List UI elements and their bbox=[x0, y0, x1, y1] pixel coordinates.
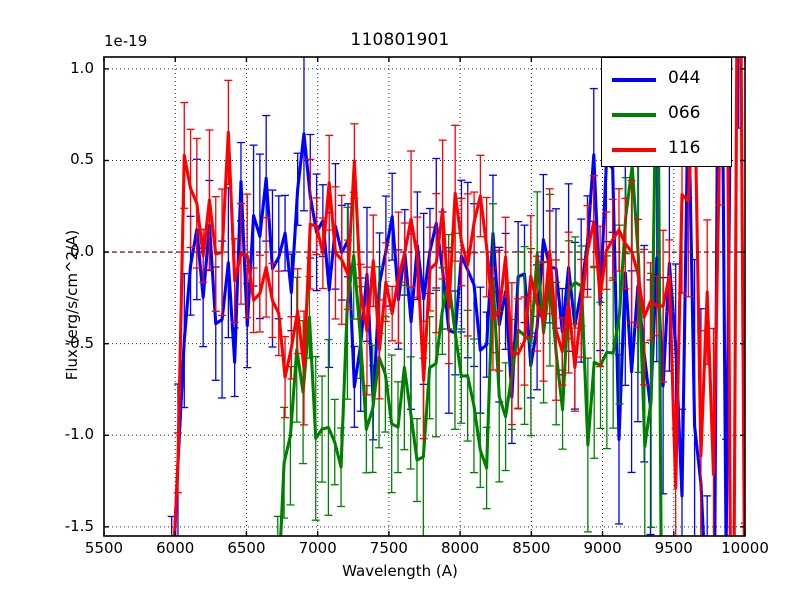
series-line-044 bbox=[173, 57, 733, 536]
axes-frame bbox=[103, 56, 746, 537]
chart-title: 110801901 bbox=[350, 30, 450, 50]
y-axis-label: Flux (erg/s/cm^2/A) bbox=[63, 229, 81, 381]
legend-label-116: 116 bbox=[668, 138, 701, 158]
series-line-116 bbox=[173, 57, 745, 536]
x-axis-label: Wavelength (A) bbox=[342, 562, 458, 580]
legend-label-044: 044 bbox=[668, 68, 701, 88]
legend[interactable]: 044 066 116 bbox=[601, 57, 732, 167]
x-tick-9000: 9000 bbox=[583, 539, 622, 557]
data-layer bbox=[167, 57, 745, 536]
x-tick-6500: 6500 bbox=[227, 539, 266, 557]
y-tick--1p5: -1.5 bbox=[64, 516, 94, 535]
y-axis-offset-text: 1e-19 bbox=[104, 32, 148, 50]
legend-swatch-116 bbox=[612, 148, 656, 152]
x-tick-8500: 8500 bbox=[512, 539, 551, 557]
legend-label-066: 066 bbox=[668, 103, 701, 123]
x-tick-6000: 6000 bbox=[156, 539, 195, 557]
y-tick-0: 0.0 bbox=[70, 242, 94, 261]
x-tick-9500: 9500 bbox=[654, 539, 693, 557]
y-tick--1: -1.0 bbox=[64, 425, 94, 444]
x-tick-8000: 8000 bbox=[441, 539, 480, 557]
legend-swatch-044 bbox=[612, 78, 656, 82]
x-tick-7500: 7500 bbox=[369, 539, 408, 557]
y-tick-1: 1.0 bbox=[70, 58, 94, 77]
y-tick-0p5: 0.5 bbox=[70, 150, 94, 169]
x-tick-7000: 7000 bbox=[298, 539, 337, 557]
x-tick-10000: 10000 bbox=[721, 539, 769, 557]
legend-item-044[interactable]: 044 bbox=[602, 62, 733, 98]
y-tick--0p5: -0.5 bbox=[64, 333, 94, 352]
legend-item-066[interactable]: 066 bbox=[602, 97, 733, 133]
legend-swatch-066 bbox=[612, 113, 656, 117]
x-tick-5500: 5500 bbox=[84, 539, 124, 557]
legend-item-116[interactable]: 116 bbox=[602, 132, 733, 168]
